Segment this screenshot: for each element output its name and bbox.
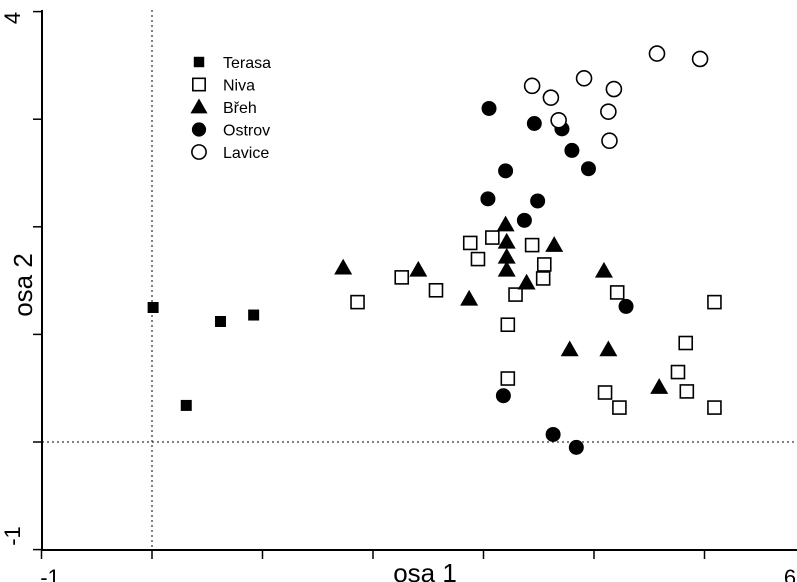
legend-marker-ostrov: [191, 122, 207, 137]
point-lavice: [605, 80, 623, 98]
point-terasa: [180, 399, 192, 411]
point-niva: [597, 385, 613, 400]
axis-ticks: [33, 10, 706, 559]
point-niva: [470, 251, 486, 267]
plot-frame: [41, 10, 797, 551]
point-b-eh: [497, 260, 516, 277]
point-niva: [485, 230, 500, 245]
point-b-eh: [650, 378, 669, 394]
legend-label-niva: Niva: [223, 78, 255, 95]
point-ostrov: [564, 142, 580, 158]
point-ostrov: [580, 161, 596, 177]
point-b-eh: [334, 258, 353, 275]
point-ostrov: [568, 439, 584, 455]
point-niva: [536, 257, 552, 272]
x-tick-label-max: 6: [784, 565, 796, 582]
y-axis-title: osa 2: [8, 253, 38, 317]
legend-label-b-eh: Břeh: [223, 100, 257, 117]
point-niva: [679, 384, 695, 399]
point-b-eh: [594, 261, 613, 278]
legend-marker-terasa: [193, 56, 205, 68]
point-b-eh: [599, 340, 618, 357]
legend-label-terasa: Terasa: [223, 55, 271, 72]
point-lavice: [648, 45, 666, 62]
x-tick-label-min: -1: [40, 565, 60, 582]
point-lavice: [550, 111, 567, 129]
reference-lines: [42, 10, 797, 550]
point-niva: [670, 364, 686, 380]
legend-marker-b-eh: [190, 98, 208, 114]
point-niva: [462, 235, 478, 251]
point-b-eh: [409, 260, 428, 277]
point-b-eh: [497, 247, 516, 264]
point-b-eh: [496, 215, 515, 232]
point-niva: [524, 237, 540, 253]
point-ostrov: [495, 388, 511, 404]
point-niva: [707, 294, 722, 310]
point-ostrov: [516, 212, 532, 228]
point-niva: [508, 287, 523, 302]
point-lavice: [575, 70, 593, 87]
point-niva: [350, 294, 365, 310]
point-ostrov: [526, 116, 542, 132]
point-lavice: [691, 50, 709, 68]
data-points: [147, 45, 722, 455]
legend-label-lavice: Lavice: [223, 145, 269, 162]
point-terasa: [147, 302, 159, 313]
x-axis-title: osa 1: [393, 558, 457, 582]
y-tick-label-min: -1: [0, 526, 25, 546]
point-niva: [707, 400, 722, 415]
point-ostrov: [480, 191, 496, 207]
point-ostrov: [530, 193, 546, 209]
point-b-eh: [545, 236, 564, 252]
point-lavice: [600, 103, 617, 120]
point-niva: [678, 335, 694, 351]
point-b-eh: [560, 340, 579, 357]
point-lavice: [601, 132, 618, 150]
point-niva: [394, 270, 410, 285]
point-niva: [535, 271, 551, 286]
point-niva: [609, 285, 625, 300]
legend-label-ostrov: Ostrov: [223, 123, 270, 140]
point-terasa: [215, 315, 227, 327]
point-ostrov: [498, 163, 514, 179]
point-b-eh: [497, 232, 516, 249]
point-niva: [500, 371, 516, 386]
point-terasa: [248, 309, 260, 321]
point-lavice: [523, 77, 541, 95]
point-ostrov: [481, 100, 497, 116]
point-niva: [428, 282, 444, 298]
point-ostrov: [618, 298, 634, 314]
point-ostrov: [545, 426, 561, 442]
point-b-eh: [517, 273, 536, 290]
legend: Terasa Niva Břeh Ostrov Lavice: [190, 55, 271, 162]
legend-marker-lavice: [191, 144, 207, 160]
y-tick-label-max: 4: [0, 12, 25, 24]
point-niva: [500, 317, 516, 333]
point-niva: [612, 400, 627, 415]
legend-marker-niva: [192, 77, 206, 92]
point-lavice: [542, 89, 560, 106]
point-b-eh: [460, 289, 479, 306]
